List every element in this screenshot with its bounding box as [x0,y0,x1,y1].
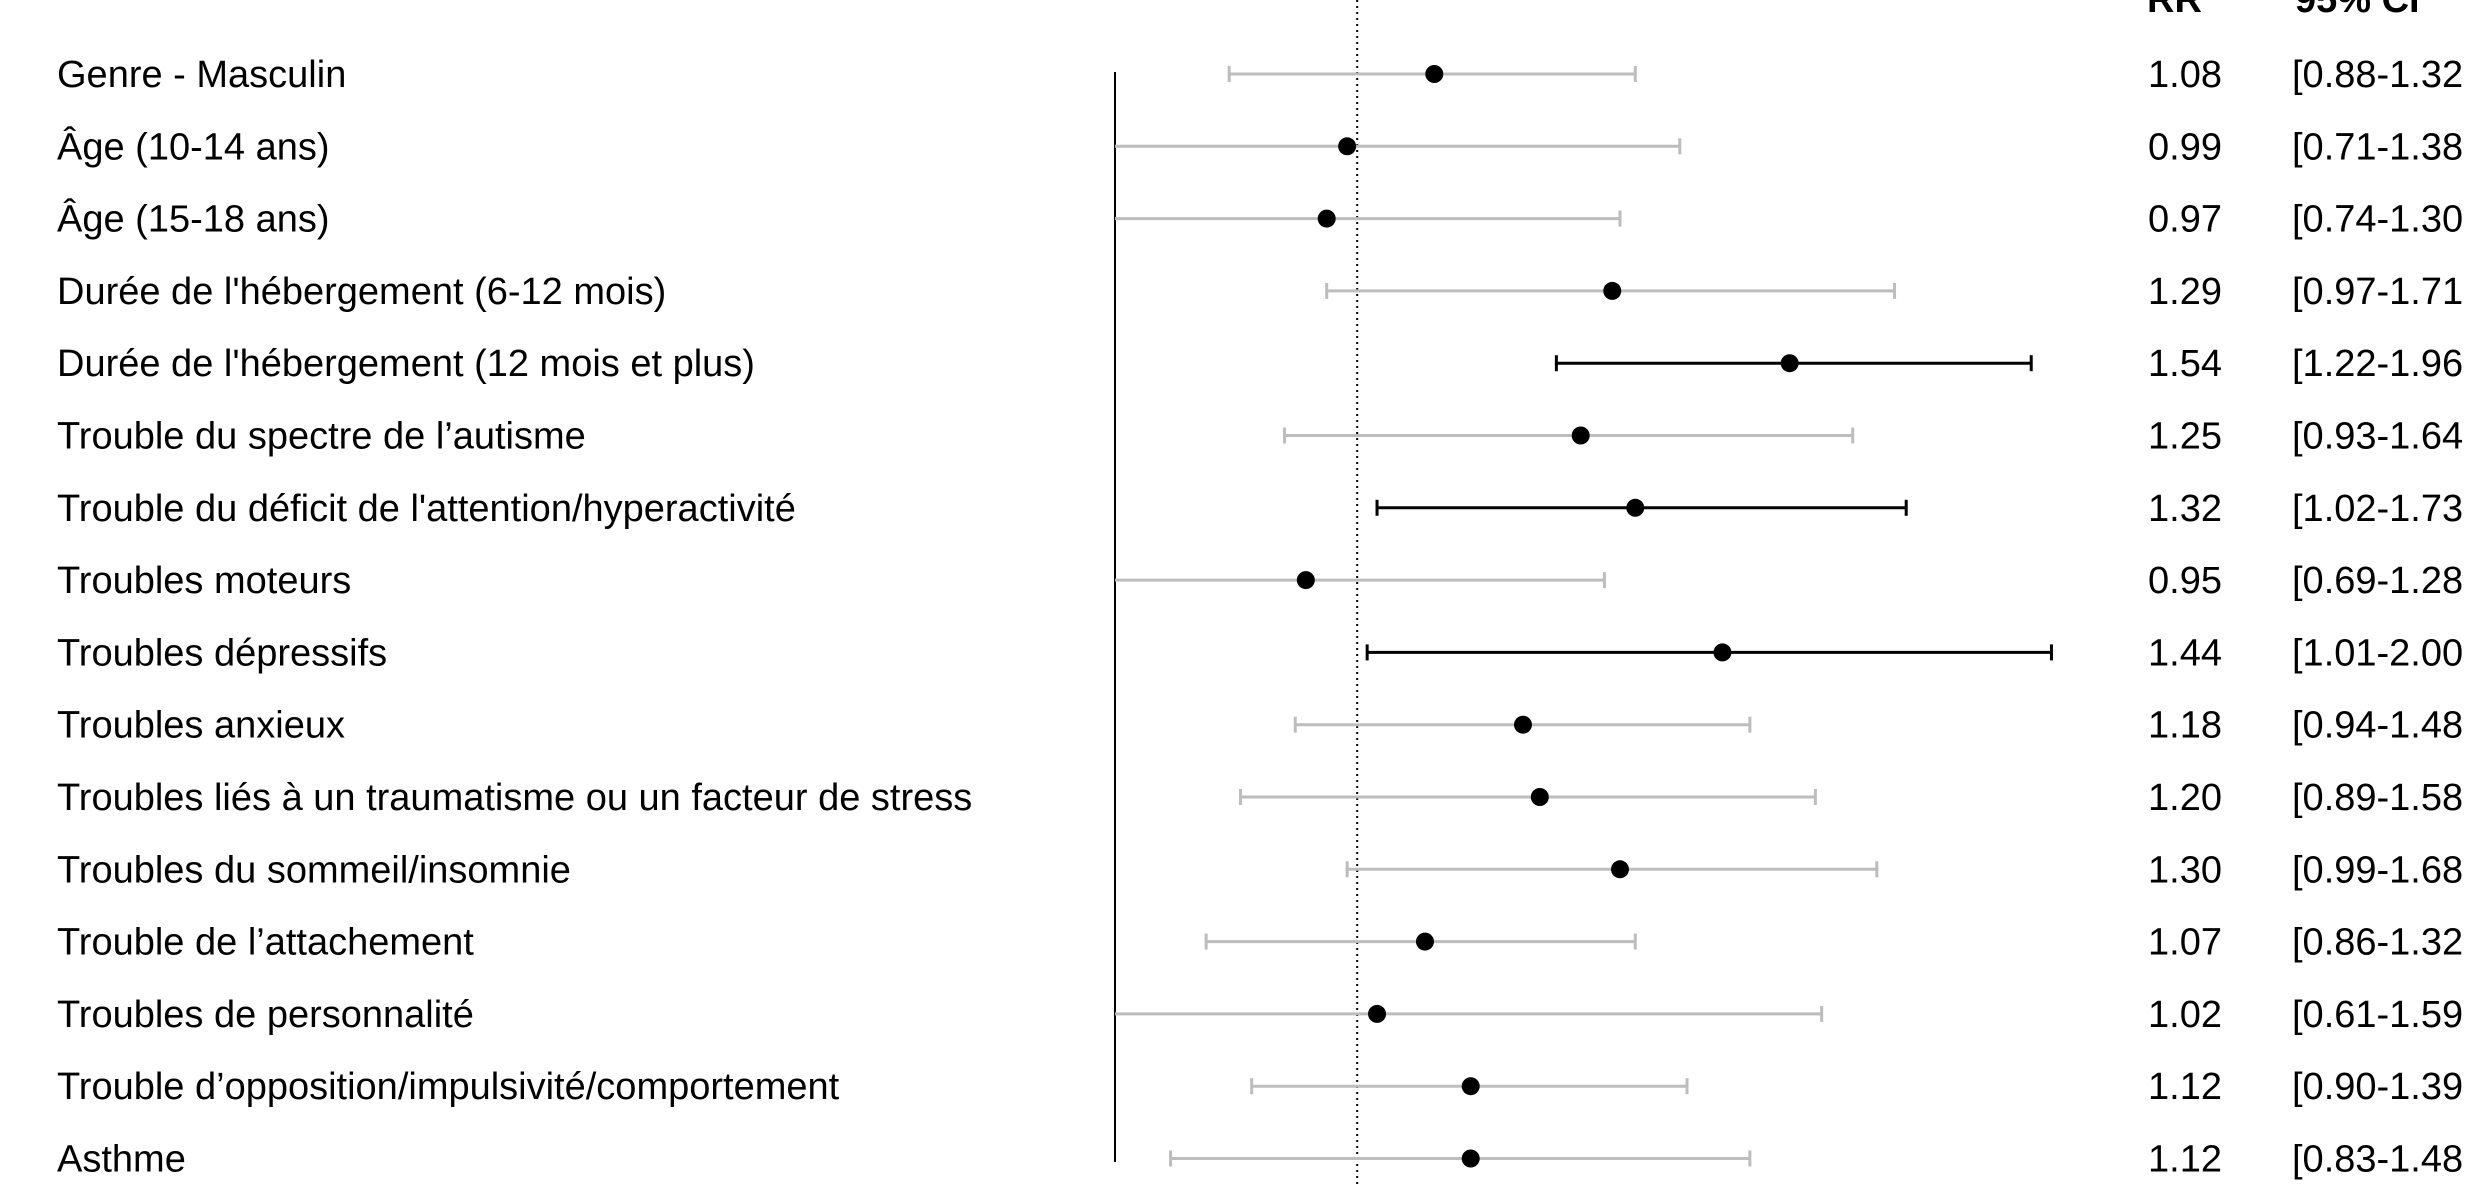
ci-value: [1.22-1.96 [2292,343,2463,385]
rr-point [1603,281,1622,300]
row-label: Âge (15-18 ans) [57,198,330,241]
row-label: Troubles moteurs [57,560,351,602]
row-label: Durée de l'hébergement (12 mois et plus) [57,343,755,385]
column-headers: RR 95% CI [2147,0,2420,21]
forest-row: Troubles du sommeil/insomnie 1.30 [0.99-1.… [57,849,2463,891]
rr-value: 1.20 [2148,777,2222,819]
forest-row: Trouble de l’attachement 1.07 [0.86-1.32 [57,922,2463,964]
ci-value: [0.69-1.28 [2292,560,2463,602]
ci-value: [0.97-1.71 [2292,271,2463,313]
ci-value: [1.02-1.73 [2292,488,2463,530]
rr-point [1626,498,1645,517]
rr-value: 1.44 [2148,632,2222,674]
ci-value: [0.86-1.32 [2292,922,2463,964]
row-label: Genre - Masculin [57,54,346,96]
forest-row: Troubles anxieux 1.18 [0.94-1.48 [57,705,2463,747]
forest-row: Durée de l'hébergement (6-12 mois) 1.29 [0… [57,271,2463,313]
rr-value: 1.02 [2148,994,2222,1036]
rr-point [1461,1077,1480,1096]
row-label: Trouble du déficit de l'attention/hypera… [57,488,796,530]
forest-row: Trouble du spectre de l’autisme 1.25 [0.93… [57,416,2463,458]
ci-value: [0.94-1.48 [2292,705,2463,747]
rr-value: 1.12 [2148,1139,2222,1181]
row-label: Troubles du sommeil/insomnie [57,849,571,891]
rr-point [1513,715,1532,734]
ci-value: [0.61-1.59 [2292,994,2463,1036]
rr-point [1415,932,1434,951]
ci-value: [0.99-1.68 [2292,849,2463,891]
row-label: Durée de l'hébergement (6-12 mois) [57,271,666,313]
rr-value: 1.32 [2148,488,2222,530]
forest-row: Trouble du déficit de l'attention/hypera… [57,488,2463,530]
rr-column-header: RR [2147,0,2202,21]
rr-value: 1.12 [2148,1066,2222,1108]
row-label: Troubles liés à un traumatisme ou un fac… [57,777,972,819]
rr-point [1317,209,1336,228]
forest-row: Trouble d’opposition/impulsivité/comport… [57,1066,2463,1108]
rr-point [1461,1149,1480,1168]
forest-row: Troubles liés à un traumatisme ou un fac… [57,777,2463,819]
row-label: Troubles dépressifs [57,632,387,674]
forest-row: Troubles dépressifs 1.44 [1.01-2.00 [57,632,2463,674]
rr-point [1530,788,1549,806]
rr-value: 0.95 [2148,560,2222,602]
rr-value: 0.97 [2148,199,2222,241]
rr-point [1780,354,1799,373]
ci-value: [0.71-1.38 [2292,126,2463,168]
row-label: Troubles anxieux [57,705,345,747]
ci-value: [0.90-1.39 [2292,1066,2463,1108]
ci-value: [0.74-1.30 [2292,199,2463,241]
rr-point [1571,426,1590,445]
rr-value: 1.08 [2148,54,2222,96]
rr-value: 1.54 [2148,343,2222,385]
forest-row: Âge (15-18 ans) 0.97 [0.74-1.30 [57,198,2463,241]
rr-point [1296,571,1315,590]
rr-value: 1.25 [2148,416,2222,458]
rr-point [1338,137,1357,156]
rr-value: 1.30 [2148,849,2222,891]
ci-column-header: 95% CI [2295,0,2420,21]
rr-point [1610,860,1629,879]
row-label: Trouble d’opposition/impulsivité/comport… [57,1066,840,1108]
forest-row: Troubles de personnalité 1.02 [0.61-1.59 [57,994,2463,1036]
ci-value: [0.88-1.32 [2292,54,2463,96]
rr-point [1713,643,1732,662]
ci-value: [0.89-1.58 [2292,777,2463,819]
ci-value: [1.01-2.00 [2292,632,2463,674]
rr-value: 1.07 [2148,922,2222,964]
row-label: Asthme [57,1139,186,1181]
reference-lines [1114,0,1359,1186]
forest-row: Troubles moteurs 0.95 [0.69-1.28 [57,560,2463,602]
forest-rows: Genre - Masculin 1.08 [0.88-1.32 Âge (10-14… [57,54,2463,1181]
rr-value: 0.99 [2148,126,2222,168]
forest-row: Asthme 1.12 [0.83-1.48 [57,1139,2463,1181]
row-label: Trouble de l’attachement [57,922,474,964]
rr-value: 1.29 [2148,271,2222,313]
row-label: Âge (10-14 ans) [57,125,330,168]
forest-row: Durée de l'hébergement (12 mois et plus)… [57,343,2463,385]
row-label: Troubles de personnalité [57,994,474,1036]
rr-value: 1.18 [2148,705,2222,747]
forest-row: Âge (10-14 ans) 0.99 [0.71-1.38 [57,125,2463,168]
forest-row: Genre - Masculin 1.08 [0.88-1.32 [57,54,2463,96]
row-label: Trouble du spectre de l’autisme [57,416,586,458]
rr-point [1368,1004,1387,1023]
ci-value: [0.83-1.48 [2292,1139,2463,1181]
ci-value: [0.93-1.64 [2292,416,2463,458]
rr-point [1425,65,1444,83]
